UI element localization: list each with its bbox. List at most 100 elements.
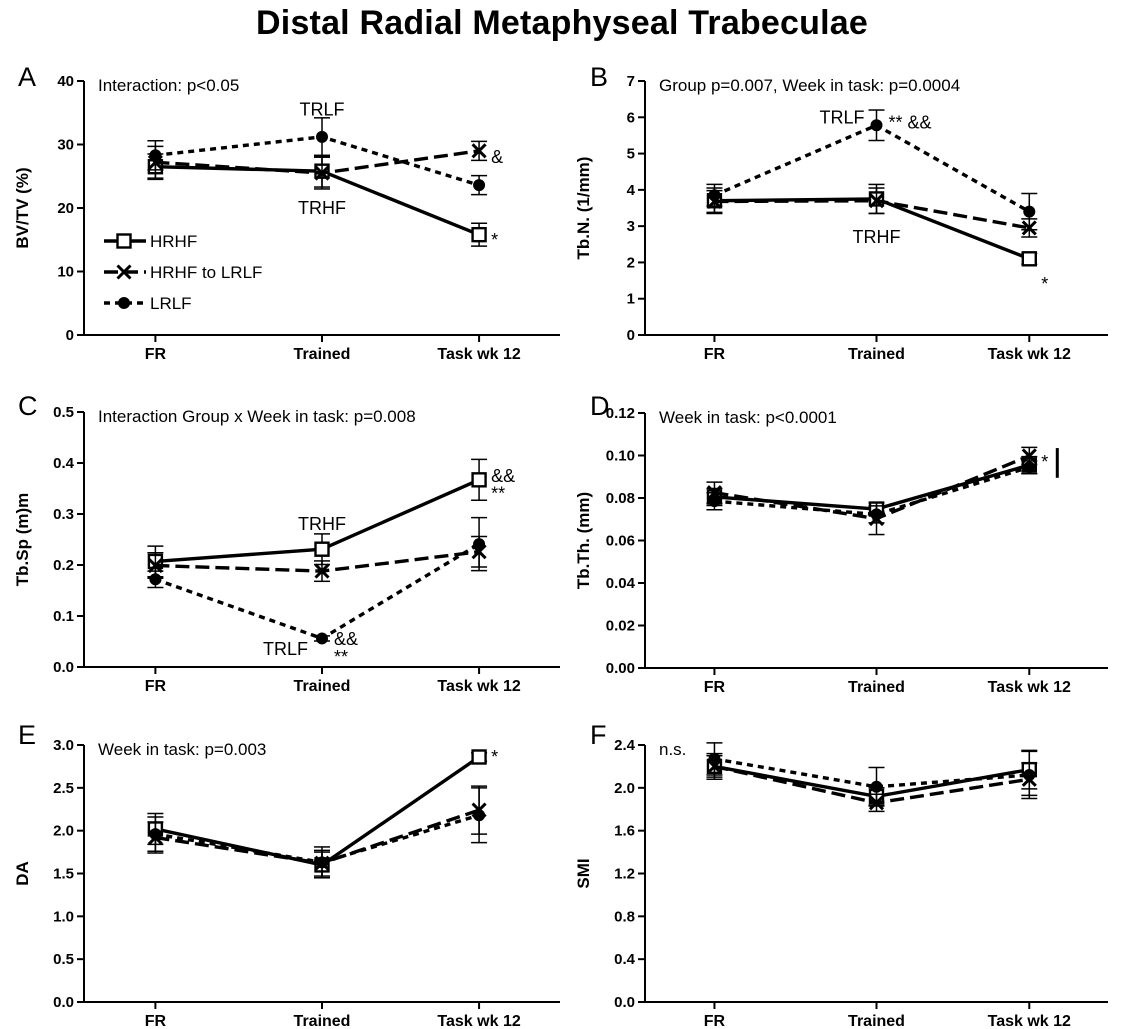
panel-d-lrlf-line (714, 465, 1030, 517)
page-title: Distal Radial Metaphyseal Trabeculae (256, 4, 868, 42)
panel-b: B 0 1 2 3 4 5 6 7 FR Trained Task wk 12 Tb.N. (1/mm)… (574, 62, 1108, 363)
panel-f-lrlf-point (870, 780, 883, 793)
panel-b-annotation: TRLF (820, 107, 865, 127)
panel-c-y-tick-label: 0.2 (53, 557, 74, 574)
panel-b-y-tick-label: 4 (627, 182, 636, 199)
panel-d-y-tick-label: 0.10 (606, 448, 635, 465)
panel-d: D 0.00 0.02 0.04 0.06 0.08 0.10 0.12 FR Trained Ta… (574, 391, 1108, 696)
panel-d-stat-label: Week in task: p<0.0001 (659, 408, 837, 427)
panel-c-annotation: ** (334, 647, 348, 667)
panel-b-annotation: ** && (889, 113, 932, 133)
panel-e-y-tick-label: 0.5 (53, 951, 74, 968)
panel-f-lrlf-line (714, 757, 1030, 789)
legend-item-hrhf-to-lrlf: HRHF to LRLF (104, 263, 262, 282)
panel-f-x-tick-label: Trained (848, 1013, 905, 1029)
panel-e-annotation: * (491, 747, 498, 767)
panel-a-hrhf-to-lrlf-point (314, 165, 330, 181)
panel-c-x-tick-label: FR (145, 678, 167, 695)
panel-d-letter: D (590, 391, 610, 421)
panel-f-y-tick-label: 1.2 (614, 866, 635, 883)
panel-a-annotation: & (491, 147, 503, 167)
panel-d-y-tick-label: 0.06 (606, 533, 635, 550)
panel-a-annotation: TRLF (300, 100, 345, 120)
panel-e-hrhf-to-lrlf-line (155, 808, 480, 865)
panel-b-lrlf-series (706, 109, 1038, 231)
panel-a-stat-label: Interaction: p<0.05 (98, 76, 239, 95)
panel-c-hrhf-to-lrlf-point (147, 557, 163, 574)
panel-d-lrlf-point (1023, 461, 1036, 474)
panel-e-y-tick-label: 1.0 (53, 908, 74, 925)
panel-b-x-tick-label: FR (704, 346, 726, 363)
panel-a-y-tick-label: 10 (57, 264, 74, 281)
panel-d-y-tick-label: 0.12 (606, 405, 635, 422)
panel-b-x-tick-label: Task wk 12 (988, 346, 1071, 363)
panel-b-y-tick-label: 2 (627, 254, 635, 271)
legend-marker (116, 233, 132, 249)
panel-f-y-tick-label: 1.6 (614, 823, 635, 840)
panel-f-y-tick-label: 0.8 (614, 908, 635, 925)
panel-c-annotation: TRLF (263, 639, 308, 659)
panel-e-y-tick-label: 2.5 (53, 780, 74, 797)
panel-a-annotation: TRHF (298, 198, 346, 218)
panel-a-x-tick-label: Task wk 12 (437, 346, 520, 363)
legend-item-hrhf: HRHF (104, 232, 197, 251)
panel-a-x-tick-label: Trained (294, 346, 351, 363)
panel-c-y-tick-label: 0.5 (53, 404, 74, 421)
panel-b-y-axis-label: Tb.N. (1/mm) (574, 157, 593, 260)
panel-f-lrlf-point (708, 752, 721, 765)
legend-label: HRHF to LRLF (150, 263, 262, 282)
panel-b-y-tick-label: 6 (627, 109, 635, 126)
panel-f: F 0.0 0.4 0.8 1.2 1.6 2.0 2.4 FR Trained Task wk 1… (574, 720, 1108, 1029)
panel-b-y-tick-label: 1 (627, 291, 635, 308)
panel-d-y-tick-label: 0.02 (606, 618, 635, 635)
panel-a-lrlf-point (149, 149, 162, 162)
panel-c-hrhf-to-lrlf-point (314, 563, 330, 579)
panel-c-stat-label: Interaction Group x Week in task: p=0.00… (98, 407, 416, 426)
panel-b-lrlf-point (870, 119, 883, 132)
panel-e-hrhf-line (155, 755, 481, 867)
panel-e-x-tick-label: FR (145, 1013, 167, 1029)
legend-marker (116, 264, 132, 280)
panel-d-hrhf-to-lrlf-series (706, 446, 1038, 536)
panel-c-annotation: ** (491, 484, 505, 504)
panel-d-y-tick-label: 0.00 (606, 660, 635, 677)
panel-d-lrlf-series (706, 460, 1038, 524)
panel-e-letter: E (18, 720, 36, 750)
panel-b-y-tick-label: 5 (627, 146, 635, 163)
panel-b-y-tick-label: 0 (627, 327, 635, 344)
panel-e-y-tick-label: 0.0 (53, 994, 74, 1011)
panel-e-y-tick-label: 3.0 (53, 737, 74, 754)
panel-c-hrhf-point (471, 472, 487, 488)
legend-label: HRHF (150, 232, 197, 251)
panel-f-x-tick-label: Task wk 12 (988, 1013, 1071, 1029)
panel-c-x-tick-label: Trained (294, 678, 351, 695)
legend-item-lrlf: LRLF (104, 294, 192, 313)
panel-e-y-tick-label: 2.0 (53, 823, 74, 840)
panel-b-x-tick-label: Trained (848, 346, 905, 363)
panel-b-letter: B (590, 62, 608, 92)
panel-c-hrhf-point (314, 541, 330, 557)
panel-c-y-tick-label: 0.1 (53, 608, 74, 625)
panel-d-lrlf-point (870, 508, 883, 521)
panel-f-lrlf-point (1023, 768, 1036, 781)
panel-d-x-tick-label: Trained (848, 679, 905, 696)
panel-a-y-tick-label: 40 (57, 73, 74, 90)
panel-a-y-tick-label: 30 (57, 137, 74, 154)
panel-c: C 0.0 0.1 0.2 0.3 0.4 0.5 FR Trained Task wk 12 Tb… (13, 391, 560, 695)
panel-a-x-tick-label: FR (145, 346, 167, 363)
panel-e-lrlf-point (149, 828, 162, 841)
panel-f-y-tick-label: 0.0 (614, 994, 635, 1011)
panel-d-lrlf-point (708, 495, 721, 508)
panel-d-y-axis-label: Tb.Th. (mm) (574, 492, 593, 589)
panel-a-y-tick-label: 20 (57, 200, 74, 217)
panel-c-lrlf-series (147, 516, 488, 645)
panel-c-annotation: TRHF (298, 514, 346, 534)
panel-c-y-axis-label: Tb.Sp (m)m (13, 493, 32, 587)
panel-c-lrlf-point (316, 632, 328, 645)
legend-label: LRLF (150, 294, 192, 313)
panel-d-annotation: * (1041, 452, 1048, 472)
panel-e-y-axis-label: DA (13, 861, 32, 886)
panel-e-x-tick-label: Trained (294, 1013, 351, 1029)
panel-d-x-tick-label: FR (704, 679, 726, 696)
